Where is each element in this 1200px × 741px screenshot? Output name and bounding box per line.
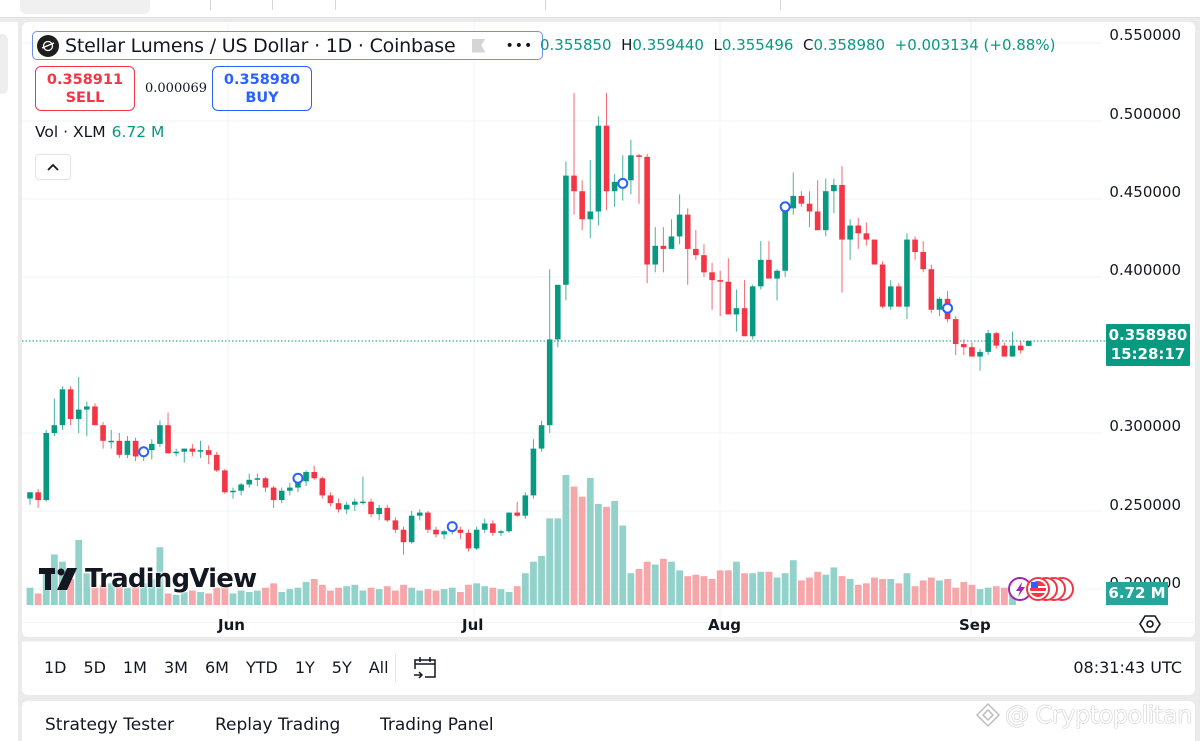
chart-panel[interactable]: TradingView Stellar Lumens / US Dollar ·… [22, 22, 1195, 637]
top-toolbar [0, 0, 1200, 18]
range-5y[interactable]: 5Y [331, 658, 352, 677]
close-label: C [803, 36, 814, 54]
go-to-date-calendar-icon[interactable] [412, 655, 438, 681]
time-axis-label: Aug [708, 616, 742, 634]
range-1y[interactable]: 1Y [294, 658, 315, 677]
bottom-panel-tabs: Strategy Tester Replay Trading Trading P… [22, 701, 1195, 741]
date-range-bar: 1D 5D 1M 3M 6M YTD 1Y 5Y All 08:31:43 UT… [22, 641, 1195, 695]
range-5d[interactable]: 5D [83, 658, 107, 677]
range-1d[interactable]: 1D [44, 658, 67, 677]
tradingview-logo: TradingView [39, 564, 257, 594]
tradingview-logo-icon [39, 568, 77, 590]
chart-settings-icon[interactable] [1139, 613, 1161, 635]
change-value: +0.003134 (+0.88%) [894, 36, 1056, 54]
range-1m[interactable]: 1M [123, 658, 147, 677]
chevron-up-icon [47, 163, 59, 171]
cryptopolitan-watermark: @ Cryptopolitan [975, 701, 1192, 729]
buy-price: 0.358980 [223, 71, 301, 88]
time-axis-divider [22, 622, 1195, 623]
price-axis-label: 0.400000 [1109, 261, 1181, 279]
current-price-tag: 0.358980 15:28:17 [1106, 324, 1190, 366]
binance-logo-icon [975, 702, 1001, 728]
range-3m[interactable]: 3M [163, 658, 188, 677]
tab-replay-trading[interactable]: Replay Trading [215, 715, 341, 735]
price-axis-label: 0.550000 [1109, 26, 1181, 44]
sell-price: 0.358911 [46, 71, 124, 88]
price-axis-label: 0.300000 [1109, 417, 1181, 435]
drawing-tool-button[interactable] [0, 34, 8, 94]
left-toolbar [0, 22, 18, 741]
toolbar-divider [780, 0, 781, 10]
toolbar-divider [210, 0, 211, 10]
time-axis-label: Sep [959, 616, 991, 634]
watermark-text: @ Cryptopolitan [1005, 701, 1192, 729]
more-options-button[interactable]: ••• [505, 37, 534, 54]
buy-button[interactable]: 0.358980 BUY [212, 66, 312, 111]
high-value: 0.359440 [632, 36, 704, 54]
utc-clock[interactable]: 08:31:43 UTC [1073, 658, 1182, 677]
stellar-logo-icon [37, 34, 59, 57]
sell-label: SELL [65, 89, 105, 106]
volume-legend[interactable]: Vol · XLM 6.72 M [35, 123, 164, 141]
collapse-legend-button[interactable] [35, 154, 71, 180]
range-buttons: 1D 5D 1M 3M 6M YTD 1Y 5Y All [44, 658, 406, 677]
price-axis-label: 0.450000 [1109, 183, 1181, 201]
candlestick-chart[interactable] [22, 22, 1195, 622]
symbol-title[interactable]: Stellar Lumens / US Dollar · 1D · Coinba… [65, 34, 456, 57]
toolbar-divider [272, 0, 273, 10]
volume-legend-value: 6.72 M [111, 123, 165, 141]
volume-legend-label: Vol · XLM [35, 123, 106, 141]
time-axis-label: Jul [462, 616, 484, 634]
toolbar-button[interactable] [20, 0, 150, 14]
range-ytd[interactable]: YTD [245, 658, 278, 677]
tab-trading-panel[interactable]: Trading Panel [380, 715, 494, 735]
range-all[interactable]: All [368, 658, 389, 677]
toolbar-divider [335, 0, 336, 10]
tab-strategy-tester[interactable]: Strategy Tester [45, 715, 175, 735]
time-axis-label: Jun [218, 616, 245, 634]
bar-countdown: 15:28:17 [1110, 345, 1186, 363]
low-label: L [713, 36, 722, 54]
price-axis-label: 0.250000 [1109, 496, 1181, 514]
economic-events-icon[interactable] [1008, 574, 1078, 604]
spread-value: 0.000069 [145, 81, 208, 96]
ohlc-values: 0.355850 H0.359440 L0.355496 C0.358980 +… [540, 36, 1055, 54]
open-value: 0.355850 [540, 36, 612, 54]
symbol-legend[interactable]: Stellar Lumens / US Dollar · 1D · Coinba… [32, 31, 543, 60]
low-value: 0.355496 [721, 36, 794, 54]
high-label: H [621, 36, 633, 54]
flag-icon[interactable] [471, 38, 486, 53]
tradingview-wordmark: TradingView [85, 564, 257, 594]
volume-tag: 6.72 M [1106, 582, 1168, 605]
range-divider [395, 654, 396, 682]
close-value: 0.358980 [813, 36, 886, 54]
sell-button[interactable]: 0.358911 SELL [35, 66, 135, 111]
buy-label: BUY [245, 89, 279, 106]
toolbar-divider [545, 0, 546, 10]
price-axis-label: 0.500000 [1109, 105, 1181, 123]
range-6m[interactable]: 6M [204, 658, 229, 677]
current-price: 0.358980 [1108, 326, 1188, 344]
